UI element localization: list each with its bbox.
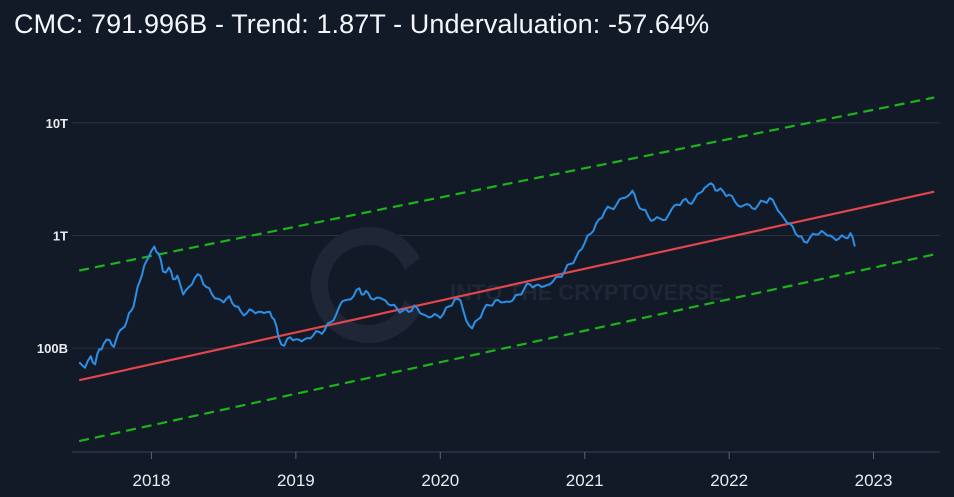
watermark-text: INTO THE CRYPTOVERSE [450, 280, 723, 305]
y-tick-label: 10T [46, 116, 68, 131]
series-layer [78, 96, 935, 443]
x-tick-label: 2021 [566, 471, 604, 490]
x-tick-label: 2023 [855, 471, 893, 490]
price-series-line [78, 182, 856, 369]
lower-band-line [78, 253, 935, 443]
y-tick-label: 1T [53, 229, 68, 244]
y-tick-label: 100B [37, 341, 68, 356]
watermark-logo-icon [310, 226, 420, 343]
upper-band-line [78, 96, 935, 272]
x-tick-label: 2020 [421, 471, 459, 490]
x-tick-label: 2019 [277, 471, 315, 490]
watermark: INTO THE CRYPTOVERSE [310, 226, 723, 343]
grid-lines [72, 122, 940, 349]
trend-line [78, 190, 935, 382]
x-tick-label: 2022 [710, 471, 748, 490]
y-axis-ticks: 100B 1T 10T [37, 116, 68, 356]
x-axis-ticks: 2018 2019 2020 2021 2022 2023 [133, 452, 893, 490]
x-tick-label: 2018 [133, 471, 171, 490]
chart-title: CMC: 791.996B - Trend: 1.87T - Undervalu… [14, 9, 710, 39]
